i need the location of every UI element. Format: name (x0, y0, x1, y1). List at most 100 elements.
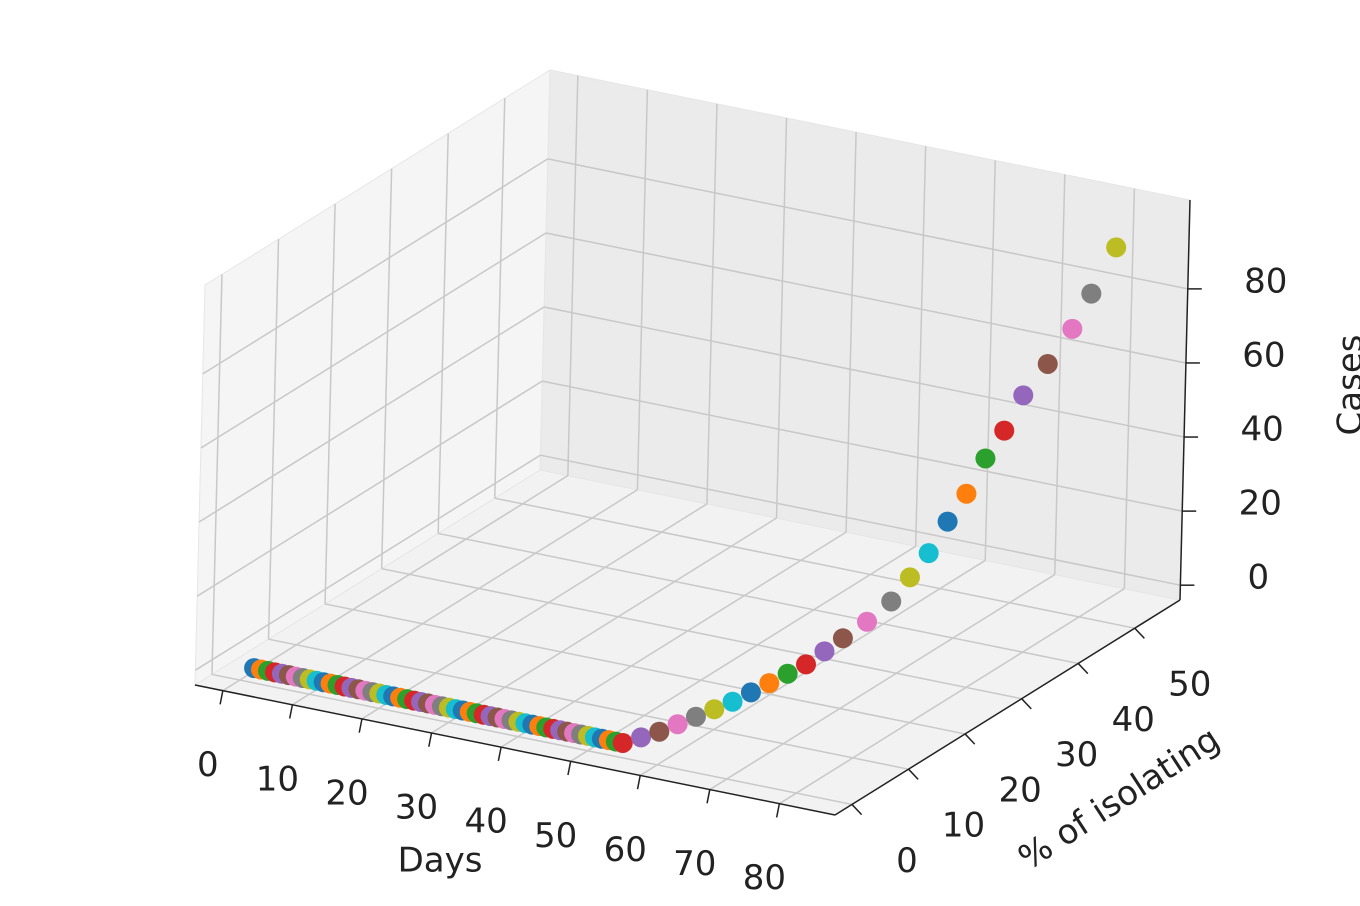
y-axis-line (834, 599, 1181, 816)
x-tick (706, 789, 711, 804)
point (685, 706, 706, 727)
grid-line (196, 380, 543, 597)
grid-line (545, 232, 1187, 364)
grid-line (540, 454, 1181, 586)
point (631, 727, 652, 748)
point (777, 663, 798, 684)
point (918, 543, 939, 564)
grid-line (222, 475, 569, 692)
x-tick (288, 704, 294, 719)
grid-line (267, 239, 280, 640)
grid-line (706, 103, 718, 504)
y-axis-label: % of isolating (1011, 719, 1226, 878)
grid-line (543, 306, 1185, 438)
x-tick-label: 0 (197, 745, 219, 785)
grid-line (268, 638, 909, 770)
z-axis-label: Cases (1331, 335, 1360, 436)
x-tick-label: 60 (604, 830, 647, 870)
y-tick (907, 768, 919, 780)
x-tick (567, 761, 572, 776)
grid-line (361, 503, 708, 720)
z-tick-label: 40 (1240, 410, 1283, 450)
x-tick (497, 747, 502, 762)
grid-line (200, 232, 547, 449)
x-tick-label: 10 (256, 759, 299, 799)
grid-line (291, 489, 638, 706)
grid-line (775, 118, 788, 519)
y-tick (1134, 627, 1145, 639)
grid-line (380, 168, 393, 569)
y-tick (1021, 698, 1032, 710)
z-axis-line (1179, 199, 1191, 601)
point (649, 721, 670, 742)
point (937, 511, 958, 532)
grid-line (437, 133, 449, 534)
y-tick-label: 50 (1168, 665, 1211, 705)
left-pane (194, 69, 551, 686)
z-tick-label: 60 (1242, 335, 1285, 375)
point (899, 567, 920, 588)
grid-line (324, 603, 966, 735)
point (1106, 237, 1127, 258)
point (722, 691, 743, 712)
grid (194, 75, 1188, 806)
point (612, 732, 633, 753)
point (881, 591, 902, 612)
grid-line (211, 673, 853, 806)
y-tick-label: 40 (1112, 700, 1155, 740)
x-tick-label: 70 (673, 844, 716, 884)
x-tick-label: 30 (395, 788, 438, 828)
x-tick (219, 690, 224, 705)
grid-line (211, 274, 223, 675)
grid-line (431, 517, 777, 734)
point (1037, 353, 1058, 374)
x-tick (428, 732, 433, 747)
x-axis-line (194, 684, 836, 816)
x-tick-label: 40 (464, 802, 507, 842)
x-tick (775, 803, 781, 818)
point (740, 682, 761, 703)
grid-line (194, 454, 541, 671)
point (667, 714, 688, 735)
grid-line (845, 132, 857, 533)
point (759, 673, 780, 694)
grid-line (914, 146, 927, 547)
grid-line (324, 203, 336, 604)
grid-line (438, 532, 1079, 665)
point (857, 611, 878, 632)
point (814, 641, 835, 662)
point (1081, 283, 1102, 304)
point (956, 483, 977, 504)
grid-line (494, 98, 506, 499)
y-tick (964, 733, 976, 745)
y-tick-label: 30 (1055, 735, 1098, 775)
grid-line (198, 306, 545, 523)
points (244, 237, 1127, 753)
grid-line (709, 573, 1056, 791)
z-tick-label: 20 (1239, 484, 1282, 524)
grid-line (1123, 188, 1136, 589)
y-tick (851, 803, 863, 816)
y-tick-label: 0 (896, 841, 918, 881)
axes: 0 10 20 30 40 50 60 70 80 0 10 20 30 40 50 0 20 40 60 80 (194, 199, 1287, 898)
grid-line (1054, 174, 1066, 575)
z-tick-label: 0 (1248, 558, 1270, 598)
x-tick-label: 50 (534, 816, 577, 856)
y-tick-label: 20 (998, 770, 1041, 810)
panes (193, 69, 1191, 816)
grid-line (547, 158, 1188, 290)
point (796, 654, 817, 675)
point (832, 628, 853, 649)
x-tick-label: 20 (325, 773, 368, 813)
point (975, 448, 996, 469)
grid-line (494, 497, 1135, 629)
x-axis-label: Days (398, 841, 483, 881)
x-tick-label: 80 (743, 858, 786, 898)
point (1013, 385, 1034, 406)
point (704, 699, 725, 720)
point (994, 420, 1015, 441)
x-tick (358, 718, 363, 733)
z-tick-label: 80 (1244, 261, 1287, 301)
